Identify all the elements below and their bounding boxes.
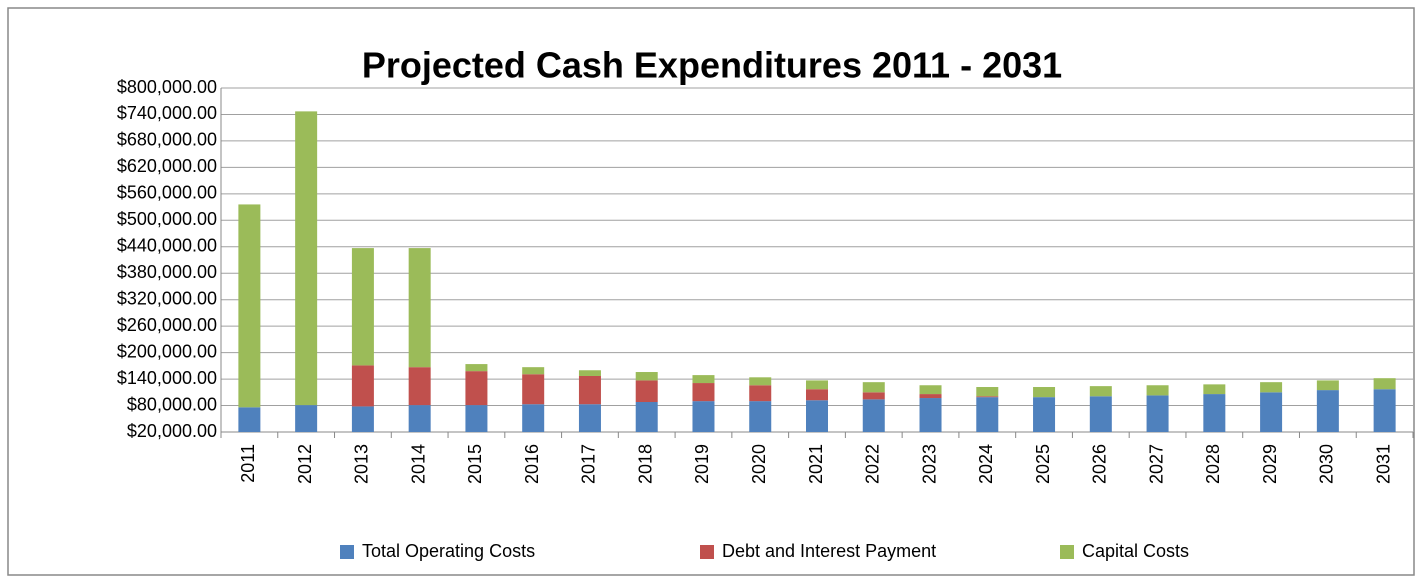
bar-segment	[692, 383, 715, 402]
bar-segment	[919, 385, 942, 395]
x-tick-label: 2021	[806, 444, 826, 484]
x-tick-label: 2030	[1317, 444, 1337, 484]
x-tick-label: 2017	[579, 444, 599, 484]
y-tick-label: $800,000.00	[117, 77, 217, 97]
y-tick-label: $440,000.00	[117, 236, 217, 256]
bar-segment	[408, 405, 431, 432]
y-tick-label: $80,000.00	[127, 394, 217, 414]
chart-frame	[7, 7, 1415, 576]
x-tick-label: 2020	[749, 444, 769, 484]
bar-segment	[238, 407, 261, 432]
bar-segment	[1203, 394, 1226, 432]
legend-swatch	[1060, 545, 1074, 559]
bar-segment	[578, 370, 601, 376]
bar-segment	[578, 404, 601, 432]
bar-segment	[465, 364, 488, 372]
bar-segment	[749, 401, 772, 432]
bar-segment	[806, 389, 828, 401]
x-tick-label: 2029	[1260, 444, 1280, 484]
bar-segment	[862, 392, 885, 400]
bar-segment	[295, 405, 318, 432]
x-tick-label: 2027	[1146, 444, 1166, 484]
bar-segment	[862, 399, 885, 432]
bar-segment	[238, 204, 261, 408]
bar-segment	[1316, 380, 1339, 391]
x-tick-label: 2014	[408, 444, 428, 484]
x-tick-label: 2012	[295, 444, 315, 484]
bar-segment	[635, 402, 658, 432]
bar-segment	[692, 401, 715, 432]
bar-segment	[351, 248, 374, 366]
bar-segment	[578, 375, 601, 405]
bar-segment	[1033, 387, 1056, 398]
bar-segment	[749, 377, 772, 386]
bar-segment	[522, 404, 545, 432]
y-tick-label: $320,000.00	[117, 288, 217, 308]
bar-segment	[862, 382, 885, 393]
bar-segment	[1089, 386, 1112, 397]
bar-segment	[1033, 397, 1056, 432]
x-tick-label: 2028	[1203, 444, 1223, 484]
y-tick-label: $200,000.00	[117, 341, 217, 361]
bar-segment	[976, 397, 999, 432]
x-tick-label: 2011	[238, 444, 258, 483]
bar-segment	[408, 367, 431, 406]
x-tick-label: 2016	[522, 444, 542, 484]
bar-segment	[295, 111, 318, 406]
legend-swatch	[340, 545, 354, 559]
y-tick-label: $500,000.00	[117, 209, 217, 229]
bar-segment	[919, 394, 942, 399]
x-tick-label: 2024	[976, 444, 996, 484]
bar-segment	[522, 374, 545, 405]
legend-swatch	[700, 545, 714, 559]
bar-segment	[749, 385, 772, 402]
bar-segment	[806, 400, 828, 432]
bar-segment	[465, 371, 488, 406]
y-tick-label: $380,000.00	[117, 262, 217, 282]
y-tick-label: $740,000.00	[117, 103, 217, 123]
x-tick-label: 2023	[919, 444, 939, 484]
bar-segment	[351, 365, 374, 407]
bar-segment	[976, 387, 999, 397]
y-tick-label: $680,000.00	[117, 130, 217, 150]
bar-segment	[692, 375, 715, 384]
bar-segment	[635, 372, 658, 381]
legend-label: Debt and Interest Payment	[722, 541, 936, 561]
x-tick-label: 2015	[465, 444, 485, 484]
bar-segment	[1373, 389, 1396, 432]
chart-title: Projected Cash Expenditures 2011 - 2031	[362, 45, 1062, 86]
bar-segment	[976, 396, 999, 398]
bar-segment	[635, 380, 658, 403]
x-tick-label: 2018	[635, 444, 655, 484]
x-tick-label: 2026	[1090, 444, 1110, 484]
legend-label: Capital Costs	[1082, 541, 1189, 561]
bar-segment	[1203, 384, 1226, 395]
legend-label: Total Operating Costs	[362, 541, 535, 561]
y-tick-label: $560,000.00	[117, 183, 217, 203]
bar-segment	[1260, 382, 1283, 393]
bar-segment	[1089, 396, 1112, 432]
y-tick-label: $20,000.00	[127, 421, 217, 441]
bar-segment	[1373, 378, 1396, 390]
bar-segment	[465, 405, 488, 432]
bar-segment	[1146, 395, 1169, 432]
x-tick-label: 2019	[692, 444, 712, 484]
bar-segment	[1146, 385, 1169, 396]
bar-segment	[919, 398, 942, 432]
bar-segment	[522, 367, 545, 375]
bar-segment	[806, 380, 828, 390]
x-tick-label: 2013	[352, 444, 372, 484]
bar-segment	[408, 248, 431, 368]
bar-segment	[1260, 392, 1283, 432]
x-tick-label: 2025	[1033, 444, 1053, 484]
x-tick-label: 2031	[1373, 444, 1393, 484]
y-tick-label: $260,000.00	[117, 315, 217, 335]
y-tick-label: $620,000.00	[117, 156, 217, 176]
bar-segment	[351, 406, 374, 432]
y-tick-label: $140,000.00	[117, 368, 217, 388]
x-tick-label: 2022	[863, 444, 883, 484]
bar-segment	[1316, 390, 1339, 432]
